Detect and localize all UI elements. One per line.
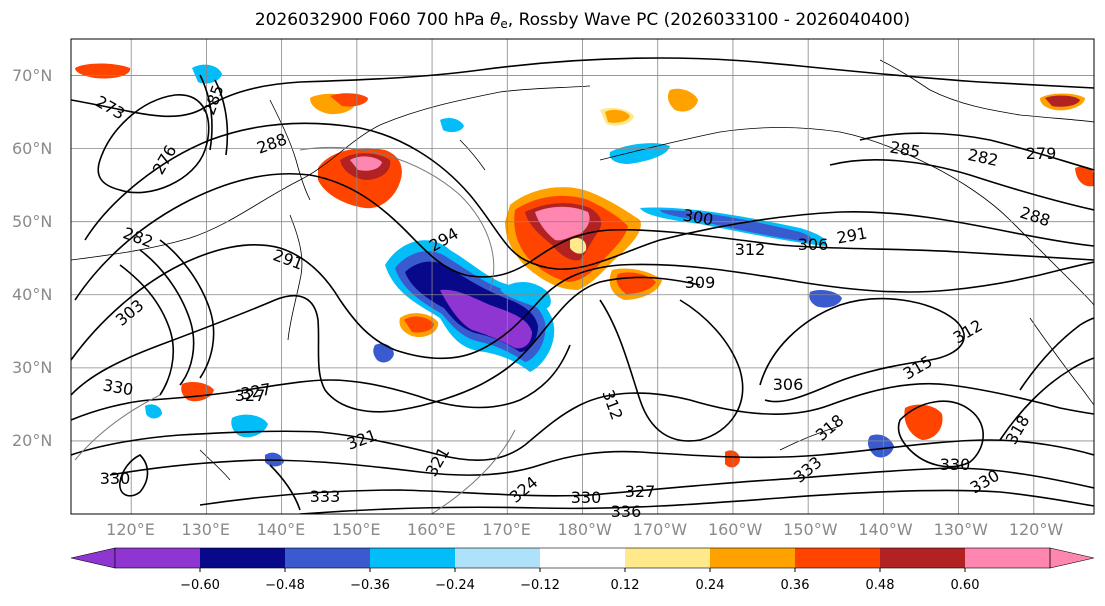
contour-label: 309 (685, 273, 716, 292)
longitude-label: 140°E (256, 520, 306, 539)
colorbar-segment (710, 548, 796, 568)
latitude-label: 30°N (12, 357, 53, 377)
colorbar-tick-label: 0.12 (610, 578, 640, 593)
colorbar-over-triangle (1049, 547, 1095, 569)
longitude-label: 140°W (858, 520, 913, 539)
longitude-label: 130°E (181, 520, 231, 539)
contour-label: 312 (598, 387, 626, 422)
contour-label: 285 (888, 137, 921, 161)
colorbar-tick-label: −0.36 (350, 578, 390, 593)
colorbar-tick-label: −0.60 (180, 578, 220, 593)
map-frame (70, 38, 1095, 515)
contour-label: 306 (798, 235, 829, 254)
contour-label: 330 (101, 375, 134, 399)
longitude-label: 130°W (933, 520, 988, 539)
contour-label: 306 (773, 375, 804, 394)
colorbar-tick-label: 0.48 (865, 578, 895, 593)
colorbar-segment (625, 548, 711, 568)
map-title: 2026032900 F060 700 hPa θe, Rossby Wave … (254, 10, 911, 31)
contour-label: 336 (611, 502, 642, 521)
colorbar-segment (115, 548, 201, 568)
contour-label: 327 (625, 482, 656, 501)
theta-e-contours (71, 57, 1094, 514)
colorbar-segment (880, 548, 966, 568)
colorbar-tick-label: −0.24 (435, 578, 475, 593)
colorbar-segment (200, 548, 286, 568)
contour-label: 273 (92, 92, 128, 124)
colorbar-tick-label: −0.12 (520, 578, 560, 593)
longitude-label: 170°E (482, 520, 531, 539)
graticule (71, 39, 1094, 514)
longitude-label: 160°E (407, 520, 456, 539)
contour-label: 279 (1026, 144, 1057, 163)
contour-label: 315 (900, 352, 936, 384)
contour-label: 330 (940, 455, 971, 474)
colorbar-segment (965, 548, 1051, 568)
contour-label: 324 (506, 473, 542, 507)
contour-label: 327 (235, 386, 266, 405)
colorbar-tick-label: 0.36 (780, 578, 810, 593)
contour-label: 330 (100, 469, 131, 488)
longitude-label: 120°W (1008, 520, 1064, 539)
contour-label: 333 (790, 453, 826, 487)
colorbar-segment (370, 548, 456, 568)
contour-label: 291 (835, 223, 868, 247)
contour-label: 333 (310, 487, 341, 506)
contour-label: 318 (812, 411, 848, 445)
contour-label: 330 (571, 488, 602, 507)
latitude-label: 60°N (12, 138, 53, 158)
latitude-label: 40°N (12, 284, 53, 304)
longitude-label: 150°E (331, 520, 381, 539)
shading-layer (75, 63, 1094, 468)
colorbar (70, 547, 1095, 572)
contour-label: 285 (199, 82, 227, 117)
longitude-label: 160°W (707, 520, 763, 539)
positive-anomaly-region (535, 206, 590, 241)
longitude-label: 150°W (783, 520, 838, 539)
latitude-label: 20°N (12, 430, 53, 450)
longitude-label: 120°E (106, 520, 155, 539)
latitude-label: 70°N (12, 65, 53, 85)
colorbar-segment (455, 548, 541, 568)
contour-label: 303 (112, 296, 148, 330)
colorbar-segment (540, 548, 626, 568)
contour-label: 300 (681, 205, 714, 229)
colorbar-segment (285, 548, 371, 568)
coastline-layer (71, 59, 1094, 481)
colorbar-tick-label: 0.24 (695, 578, 725, 593)
longitude-label: 170°W (632, 520, 688, 539)
colorbar-segment (795, 548, 881, 568)
colorbar-under-triangle (70, 547, 116, 569)
colorbar-tick-label: −0.48 (265, 578, 305, 593)
colorbar-tick-label: 0.60 (950, 578, 980, 593)
longitude-label: 180°W (557, 520, 612, 539)
contour-label: 312 (735, 240, 766, 259)
latitude-label: 50°N (12, 211, 53, 231)
negative-anomaly-region (440, 289, 532, 349)
